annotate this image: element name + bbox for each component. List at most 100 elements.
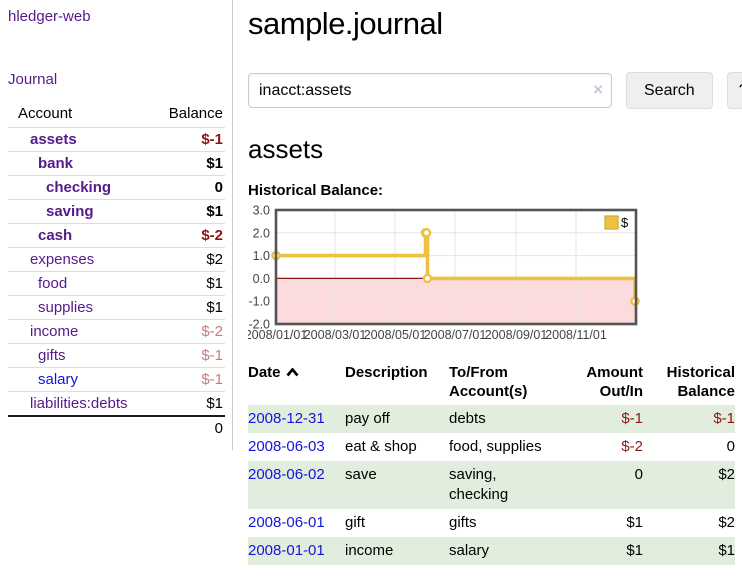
- transaction-amount: $-1: [621, 410, 643, 427]
- account-link[interactable]: bank: [38, 155, 74, 172]
- account-link[interactable]: expenses: [30, 251, 95, 268]
- account-row: supplies $1: [8, 295, 225, 320]
- transaction-balance: $1: [718, 542, 735, 559]
- description-column-header: Description: [345, 364, 428, 381]
- account-row: income $-2: [8, 319, 225, 344]
- account-balance: $-1: [147, 343, 225, 368]
- transaction-row: 2008-01-01 income salary $1 $1: [248, 537, 735, 565]
- transaction-date-link[interactable]: 2008-06-01: [248, 514, 325, 531]
- account-row: salary $-1: [8, 367, 225, 392]
- account-row: bank $1: [8, 151, 225, 176]
- balance-column-header: Balance: [168, 105, 223, 122]
- svg-text:$: $: [621, 215, 629, 230]
- accounts-total-value: 0: [147, 415, 225, 440]
- account-balance: 0: [147, 175, 225, 200]
- account-row: expenses $2: [8, 247, 225, 272]
- historical-balance-chart: $3.0 2.0 1.0 0.0 -1.0 -2.0 2008/01/01 2008/03/0…: [248, 204, 737, 344]
- account-balance: $1: [147, 199, 225, 224]
- account-link[interactable]: food: [38, 275, 68, 292]
- svg-text:2008/03/01: 2008/03/01: [304, 328, 367, 342]
- balance-chart-svg: $3.0 2.0 1.0 0.0 -1.0 -2.02008/01/012008/03/0…: [248, 204, 640, 342]
- svg-text:0.0: 0.0: [253, 272, 270, 286]
- account-balance: $-2: [147, 223, 225, 248]
- account-row: liabilities:debts $1: [8, 391, 225, 416]
- account-rows: assets $-1 bank $1 checking 0 saving $1 cash $-2 e…: [8, 127, 225, 416]
- svg-text:2008/11/01: 2008/11/01: [545, 328, 607, 342]
- accounts-total-row: 0: [8, 415, 225, 440]
- account-link[interactable]: saving: [46, 203, 94, 220]
- transactions-header-row: Date Description To/From Account(s) Amou…: [248, 361, 735, 405]
- svg-text:2.0: 2.0: [253, 226, 270, 240]
- page-title: sample.journal: [248, 6, 443, 41]
- account-link[interactable]: gifts: [38, 347, 66, 364]
- transaction-description: pay off: [345, 410, 390, 427]
- transaction-description: save: [345, 466, 377, 483]
- account-row: cash $-2: [8, 223, 225, 248]
- main-content: sample.journal × Search ? assets Histori…: [248, 0, 742, 565]
- transaction-date: 2008-06-03: [248, 433, 345, 461]
- account-link[interactable]: assets: [30, 131, 77, 148]
- account-balance: $1: [147, 271, 225, 296]
- account-link[interactable]: income: [30, 323, 79, 340]
- journal-link[interactable]: Journal: [8, 71, 58, 88]
- transaction-row: 2008-06-01 gift gifts $1 $2: [248, 509, 735, 537]
- account-balance: $1: [147, 151, 225, 176]
- transaction-balance: $2: [718, 514, 735, 531]
- transaction-amount: 0: [634, 466, 643, 483]
- account-row: saving $1: [8, 199, 225, 224]
- svg-text:2008/09/01: 2008/09/01: [485, 328, 548, 342]
- transaction-date-link[interactable]: 2008-01-01: [248, 542, 325, 559]
- transaction-description: income: [345, 542, 394, 559]
- svg-text:2008/07/01: 2008/07/01: [424, 328, 487, 342]
- transaction-accounts: salary: [449, 542, 490, 559]
- sidebar: hledger-web Journal Account Balance asse…: [0, 0, 233, 450]
- date-column-header[interactable]: Date: [248, 361, 345, 405]
- sort-ascending-icon: [285, 363, 299, 382]
- account-balance-table: Account Balance assets $-1 bank $1 checking 0…: [8, 102, 225, 440]
- transaction-balance: $2: [718, 466, 735, 483]
- account-row: food $1: [8, 271, 225, 296]
- account-row: checking 0: [8, 175, 225, 200]
- transaction-balance: 0: [726, 438, 735, 455]
- transaction-balance: $-1: [713, 410, 735, 427]
- amount-column-header: Amount Out/In: [586, 364, 643, 400]
- transaction-date: 2008-06-01: [248, 509, 345, 537]
- transaction-date-link[interactable]: 2008-12-31: [248, 410, 325, 427]
- transaction-date: 2008-12-31: [248, 405, 345, 433]
- search-button[interactable]: Search: [626, 72, 713, 109]
- balance-column-header-txns: Historical Balance: [666, 364, 735, 400]
- svg-text:1.0: 1.0: [253, 249, 270, 263]
- transaction-rows: 2008-12-31 pay off debts $-1 $-1 2008-06-03 ea…: [248, 405, 735, 565]
- app-title-link[interactable]: hledger-web: [8, 8, 91, 25]
- search-input[interactable]: [248, 73, 612, 108]
- chart-heading: Historical Balance:: [248, 182, 384, 199]
- transaction-description: gift: [345, 514, 366, 531]
- transaction-row: 2008-12-31 pay off debts $-1 $-1: [248, 405, 735, 433]
- search-bar: × Search ?: [248, 72, 742, 109]
- svg-text:-1.0: -1.0: [248, 295, 270, 309]
- account-balance: $-1: [147, 367, 225, 392]
- transaction-accounts: debts: [449, 410, 486, 427]
- account-link[interactable]: supplies: [38, 299, 94, 316]
- account-row: gifts $-1: [8, 343, 225, 368]
- transaction-accounts: gifts: [449, 514, 477, 531]
- account-link[interactable]: checking: [46, 179, 112, 196]
- transaction-date-link[interactable]: 2008-06-02: [248, 466, 325, 483]
- svg-text:-2.0: -2.0: [248, 318, 270, 332]
- help-button[interactable]: ?: [726, 72, 742, 109]
- transaction-date-link[interactable]: 2008-06-03: [248, 438, 325, 455]
- account-balance: $-2: [147, 319, 225, 344]
- clear-search-icon[interactable]: ×: [593, 80, 603, 99]
- account-row: assets $-1: [8, 127, 225, 152]
- transaction-accounts: saving, checking: [449, 466, 509, 503]
- account-column-header: Account: [18, 105, 73, 122]
- account-balance: $2: [147, 247, 225, 272]
- account-link[interactable]: liabilities:debts: [30, 395, 128, 412]
- svg-text:2008/05/01: 2008/05/01: [364, 328, 427, 342]
- svg-text:2008/01/01: 2008/01/01: [248, 328, 307, 342]
- account-link[interactable]: salary: [38, 371, 79, 388]
- transactions-table: Date Description To/From Account(s) Amou…: [248, 361, 735, 565]
- account-link[interactable]: cash: [38, 227, 73, 244]
- transaction-description: eat & shop: [345, 438, 417, 455]
- transaction-date: 2008-06-02: [248, 461, 345, 509]
